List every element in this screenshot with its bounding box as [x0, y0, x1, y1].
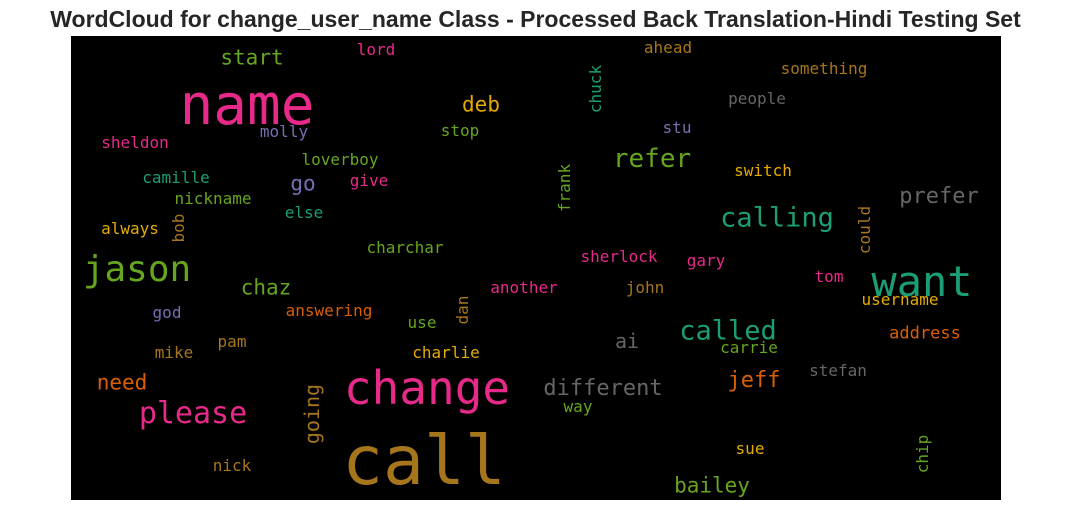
word-lord: lord: [356, 40, 396, 59]
word-go: go: [290, 171, 316, 196]
word-frank: frank: [555, 163, 574, 213]
word-chuck: chuck: [586, 64, 605, 114]
word-start: start: [220, 45, 284, 70]
word-carrie: carrie: [720, 338, 778, 357]
word-camille: camille: [142, 168, 210, 187]
word-loverboy: loverboy: [301, 150, 379, 169]
word-always: always: [101, 219, 159, 238]
word-change: change: [343, 361, 511, 415]
word-sheldon: sheldon: [101, 133, 169, 152]
word-chip: chip: [913, 434, 932, 474]
word-called: called: [679, 315, 777, 347]
word-switch: switch: [734, 161, 792, 180]
word-nick: nick: [212, 456, 252, 475]
word-charchar: charchar: [366, 238, 444, 257]
word-could: could: [855, 205, 874, 255]
word-pam: pam: [217, 332, 247, 351]
word-people: people: [728, 89, 786, 108]
word-god: god: [152, 303, 182, 322]
word-gary: gary: [686, 251, 726, 270]
word-molly: molly: [259, 122, 309, 141]
word-chaz: chaz: [240, 275, 292, 300]
word-bailey: bailey: [674, 473, 750, 498]
word-give: give: [349, 171, 389, 190]
word-ahead: ahead: [643, 38, 693, 57]
word-address: address: [889, 323, 961, 344]
word-ai: ai: [614, 329, 640, 353]
word-mike: mike: [154, 343, 194, 362]
word-calling: calling: [720, 202, 834, 234]
word-stop: stop: [440, 121, 480, 140]
word-refer: refer: [612, 144, 692, 174]
word-want: want: [871, 257, 973, 306]
word-call: call: [342, 422, 506, 500]
word-different: different: [543, 376, 663, 401]
word-sue: sue: [735, 439, 765, 458]
word-need: need: [96, 370, 148, 395]
word-nickname: nickname: [174, 189, 252, 208]
word-another: another: [490, 278, 558, 297]
word-charlie: charlie: [412, 343, 480, 362]
word-going: going: [300, 383, 324, 445]
word-prefer: prefer: [899, 184, 979, 209]
word-way: way: [563, 397, 593, 416]
word-use: use: [407, 313, 437, 332]
word-dan: dan: [453, 295, 472, 325]
word-something: something: [780, 59, 868, 78]
word-john: john: [625, 278, 665, 297]
word-stu: stu: [662, 118, 692, 137]
word-please: please: [138, 396, 248, 431]
word-username: username: [861, 290, 939, 309]
word-jason: jason: [82, 249, 192, 290]
word-tom: tom: [814, 267, 844, 286]
wordcloud-canvas: call name change want jason please calling call…: [71, 36, 1001, 500]
chart-title: WordCloud for change_user_name Class - P…: [50, 6, 1021, 32]
word-stefan: stefan: [809, 361, 867, 380]
word-else: else: [284, 203, 324, 222]
word-bob: bob: [169, 213, 188, 243]
word-sherlock: sherlock: [580, 247, 658, 266]
word-answering: answering: [285, 301, 373, 320]
word-name: name: [179, 73, 315, 138]
word-jeff: jeff: [727, 368, 781, 393]
word-deb: deb: [462, 92, 500, 117]
